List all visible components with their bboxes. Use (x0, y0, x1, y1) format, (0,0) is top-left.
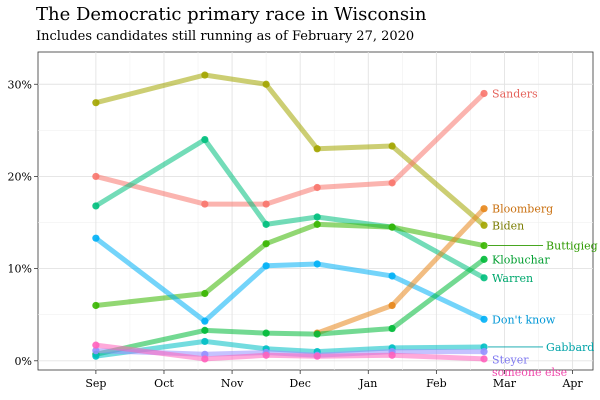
axes: Sep Oct Nov Dec Jan Feb Mar Apr 0% 10% 20% 30% (8, 78, 584, 390)
x-tick-label: Nov (221, 377, 244, 390)
point-klobuchar (480, 255, 488, 263)
series-line-don-t-know (94, 236, 486, 324)
point-buttigieg (92, 301, 100, 310)
point-don-t-know (480, 315, 488, 323)
point-warren (92, 202, 100, 210)
point-gabbard (201, 337, 209, 346)
point-sanders (201, 200, 209, 208)
point-klobuchar (388, 324, 396, 333)
point-sanders (262, 200, 270, 208)
series-label-klobuchar: Klobuchar (492, 253, 550, 266)
grid (38, 52, 593, 370)
point-someone-else (388, 351, 396, 359)
point-sanders (92, 172, 100, 181)
series-label-warren: Warren (492, 272, 533, 285)
series-line-sanders (95, 91, 486, 207)
point-someone-else (313, 352, 321, 360)
point-warren (262, 220, 270, 228)
point-biden (480, 221, 488, 229)
x-tick-label: Apr (561, 377, 583, 390)
point-klobuchar (201, 326, 209, 334)
point-warren (313, 213, 321, 221)
series-label-gabbard: Gabbard (546, 341, 594, 354)
series-lines (94, 72, 486, 362)
series-line-warren (94, 137, 486, 280)
point-steyer (92, 347, 100, 355)
series-points (92, 71, 488, 363)
x-tick-label: Feb (426, 377, 447, 390)
series-label-buttigieg: Buttigieg (546, 240, 598, 253)
point-gabbard (92, 352, 100, 360)
series-line-someone-else (95, 342, 485, 362)
series-label-sanders: Sanders (492, 87, 538, 100)
x-tick-label: Dec (289, 377, 311, 390)
point-klobuchar (262, 329, 270, 337)
series-line-klobuchar (95, 257, 486, 357)
x-tick-label: Oct (154, 377, 174, 390)
point-klobuchar (313, 330, 321, 338)
series-line-biden (95, 72, 486, 228)
point-buttigieg (480, 241, 488, 250)
point-biden (262, 80, 270, 88)
point-biden (313, 145, 321, 153)
series-label-don-t-know: Don't know (492, 313, 556, 326)
x-tick-label: Jan (358, 377, 377, 390)
point-buttigieg (262, 240, 270, 248)
series-label-biden: Biden (492, 219, 524, 232)
series-label-steyer: Steyer (492, 353, 529, 366)
point-someone-else (480, 355, 488, 363)
chart-subtitle: Includes candidates still running as of … (36, 29, 415, 44)
point-buttigieg (313, 220, 321, 228)
point-don-t-know (388, 272, 396, 280)
point-biden (201, 71, 209, 79)
point-biden (388, 142, 396, 150)
y-tick-label: 30% (8, 78, 32, 91)
series-line-buttigieg (95, 221, 485, 308)
chart-title: The Democratic primary race in Wisconsin (36, 4, 427, 25)
point-someone-else (262, 351, 270, 359)
point-don-t-know (313, 260, 321, 268)
plot-border (37, 51, 594, 371)
point-don-t-know (92, 234, 100, 242)
point-don-t-know (262, 262, 270, 270)
series-label-bloomberg: Bloomberg (492, 203, 553, 216)
y-tick-label: 0% (15, 355, 32, 368)
point-buttigieg (388, 223, 396, 231)
y-tick-label: 10% (8, 263, 32, 276)
point-sanders (313, 183, 321, 192)
point-someone-else (201, 355, 209, 363)
point-sanders (388, 179, 396, 187)
point-bloomberg (480, 205, 488, 213)
series-label-someone-else: someone else (492, 366, 567, 379)
point-warren (480, 274, 488, 282)
point-bloomberg (388, 301, 396, 310)
series-line-gabbard (95, 338, 485, 359)
point-buttigieg (201, 289, 209, 298)
point-sanders (480, 89, 488, 98)
point-warren (201, 135, 209, 144)
x-tick-label: Sep (85, 377, 106, 390)
point-don-t-know (201, 317, 209, 325)
point-biden (92, 99, 100, 107)
point-steyer (480, 347, 488, 356)
y-tick-label: 20% (8, 170, 32, 183)
x-tick-label: Mar (493, 377, 517, 390)
point-someone-else (92, 341, 100, 349)
